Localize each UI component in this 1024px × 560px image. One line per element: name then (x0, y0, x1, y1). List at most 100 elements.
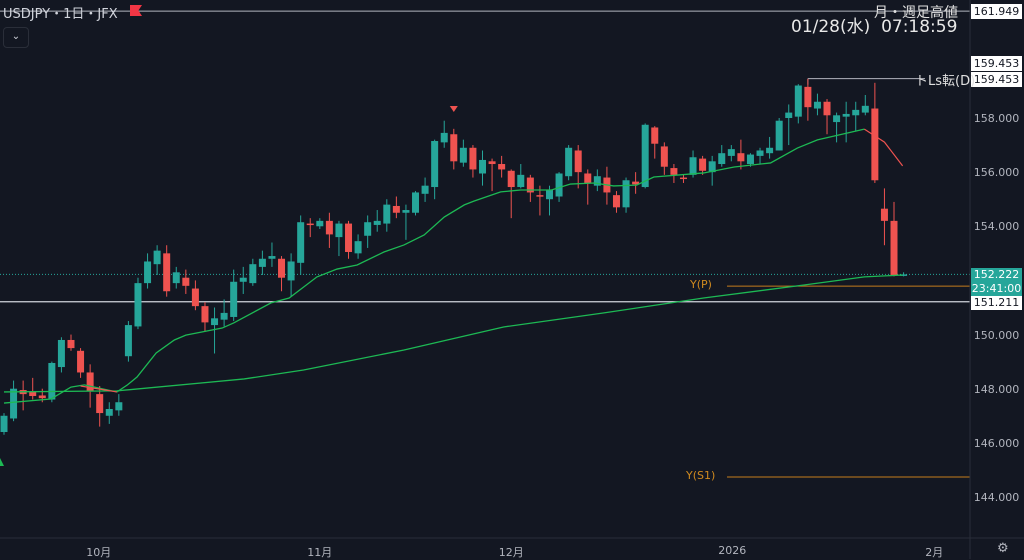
candle[interactable] (412, 191, 420, 216)
candle[interactable] (105, 402, 113, 424)
candle[interactable] (287, 253, 295, 297)
candle[interactable] (842, 101, 850, 143)
candle[interactable] (345, 220, 353, 259)
candle[interactable] (211, 307, 219, 354)
candle[interactable] (392, 196, 400, 219)
candle[interactable] (258, 250, 266, 276)
candle[interactable] (718, 145, 726, 167)
candle[interactable] (679, 174, 687, 183)
candle[interactable] (10, 380, 18, 422)
candle[interactable] (134, 277, 142, 330)
candle[interactable] (172, 266, 180, 289)
candle[interactable] (660, 142, 668, 175)
candle[interactable] (651, 126, 659, 159)
candle[interactable] (670, 164, 678, 183)
candle[interactable] (306, 218, 314, 238)
candle[interactable] (325, 212, 333, 248)
y-tick-label: 154.000 (973, 220, 1020, 234)
candle[interactable] (699, 155, 707, 175)
candle[interactable] (880, 188, 888, 246)
candle[interactable] (632, 172, 640, 194)
candle[interactable] (459, 139, 467, 167)
candle[interactable] (278, 256, 286, 292)
candle[interactable] (833, 112, 841, 143)
candle[interactable] (479, 150, 486, 186)
candle[interactable] (402, 204, 410, 240)
candle[interactable] (766, 136, 774, 159)
candle-body (239, 277, 247, 282)
candle[interactable] (144, 253, 152, 289)
candle[interactable] (316, 218, 324, 229)
candle[interactable] (96, 385, 104, 427)
candle[interactable] (498, 155, 506, 178)
candle[interactable] (48, 361, 56, 403)
candle[interactable] (0, 413, 8, 435)
candle[interactable] (871, 82, 879, 183)
candle[interactable] (785, 104, 793, 146)
candle[interactable] (268, 242, 276, 267)
candle[interactable] (230, 269, 238, 322)
candle[interactable] (201, 302, 209, 332)
candle[interactable] (115, 394, 123, 416)
candle[interactable] (775, 118, 783, 151)
candle[interactable] (488, 158, 496, 192)
candle[interactable] (727, 145, 735, 162)
candle[interactable] (737, 139, 745, 170)
candle[interactable] (900, 272, 908, 277)
candle[interactable] (67, 334, 75, 351)
candle[interactable] (469, 145, 477, 178)
candle[interactable] (574, 145, 582, 189)
candle[interactable] (124, 321, 132, 362)
candle[interactable] (689, 150, 697, 178)
candle[interactable] (57, 337, 65, 373)
candle[interactable] (163, 245, 171, 297)
candle[interactable] (249, 258, 257, 286)
candle[interactable] (297, 215, 305, 276)
candle[interactable] (182, 269, 190, 294)
candle[interactable] (861, 94, 869, 116)
candle[interactable] (239, 266, 247, 294)
candle[interactable] (364, 215, 372, 248)
candle[interactable] (890, 201, 898, 277)
candle-body (230, 281, 238, 317)
candle[interactable] (756, 147, 764, 165)
candle[interactable] (77, 348, 85, 378)
candle[interactable] (622, 177, 630, 213)
candle[interactable] (373, 210, 381, 232)
candle-body (727, 149, 735, 156)
ma-short-falling-segment (864, 128, 904, 167)
candle[interactable] (593, 169, 601, 192)
candle[interactable] (354, 234, 362, 259)
candle[interactable] (746, 153, 754, 167)
candle[interactable] (29, 377, 37, 400)
symbol-title[interactable]: USDJPY・1日・JFX (3, 7, 118, 22)
gear-icon[interactable]: ⚙ (997, 541, 1009, 556)
candle[interactable] (813, 93, 821, 116)
candle[interactable] (19, 380, 27, 411)
y-tick-label: 156.000 (973, 166, 1020, 180)
candle[interactable] (450, 128, 458, 170)
candle[interactable] (641, 123, 649, 189)
candle[interactable] (794, 84, 802, 124)
candle[interactable] (383, 199, 391, 232)
candle[interactable] (191, 280, 199, 311)
candle[interactable] (526, 174, 534, 202)
candle[interactable] (823, 99, 831, 135)
candle[interactable] (584, 169, 592, 205)
candle[interactable] (431, 139, 439, 200)
candle-body (785, 112, 793, 118)
candle[interactable] (421, 177, 429, 202)
chevron-down-icon[interactable]: ⌄ (3, 27, 29, 48)
candle[interactable] (517, 164, 525, 189)
candle[interactable] (335, 220, 343, 257)
candle[interactable] (440, 120, 448, 148)
flag-icon[interactable] (130, 5, 142, 16)
candle[interactable] (220, 299, 228, 327)
candle[interactable] (153, 245, 161, 276)
candle[interactable] (804, 78, 812, 121)
candle[interactable] (852, 101, 860, 132)
candle[interactable] (507, 169, 515, 219)
candle[interactable] (565, 145, 573, 181)
candle[interactable] (612, 191, 620, 213)
